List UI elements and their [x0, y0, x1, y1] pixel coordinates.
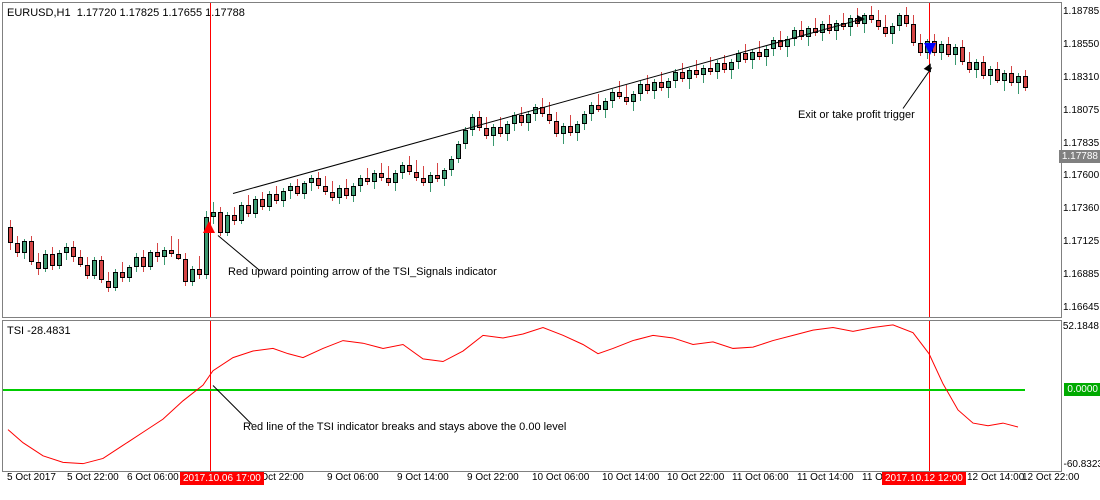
time-xlabel: 12 Oct 14:00 — [967, 472, 1024, 483]
time-xlabel: 11 Oct 06:00 — [732, 472, 789, 483]
tsi-zero-box: 0.0000 — [1064, 383, 1100, 396]
time-xlabel: 9 Oct 22:00 — [467, 472, 519, 483]
tsi-ylabel-bot: -60.8323 — [1064, 460, 1100, 470]
price-ylabel: 1.16645 — [1063, 303, 1097, 313]
symbol-label: EURUSD,H1 — [7, 7, 71, 19]
price-ylabel: 1.17360 — [1063, 204, 1097, 214]
time-xlabel: 11 Oct 14:00 — [797, 472, 854, 483]
price-ylabel: 1.17600 — [1063, 171, 1097, 181]
price-ylabel: 1.18785 — [1063, 7, 1097, 17]
time-xlabel: 6 Oct 06:00 — [127, 472, 179, 483]
tsi-ylabel-top: 52.1848 — [1063, 322, 1099, 332]
price-ylabel: 1.17835 — [1063, 139, 1097, 149]
tsi-signal-up-arrow — [203, 221, 215, 233]
time-xlabel: 10 Oct 06:00 — [532, 472, 589, 483]
time-xlabel: 10 Oct 22:00 — [667, 472, 724, 483]
time-xlabel: 9 Oct 06:00 — [327, 472, 379, 483]
exit-time-box: 2017.10.12 12:00 — [882, 472, 966, 485]
annotation-tsi-break: Red line of the TSI indicator breaks and… — [243, 421, 566, 433]
price-ylabel: 1.18550 — [1063, 40, 1097, 50]
exit-arrow-head — [924, 62, 935, 73]
current-price-box: 1.17788 — [1059, 150, 1100, 163]
trend-line — [233, 20, 858, 194]
annotation-signal: Red upward pointing arrow of the TSI_Sig… — [228, 266, 497, 278]
time-x-axis: 5 Oct 20175 Oct 22:006 Oct 06:006 Oct 22… — [2, 472, 1062, 496]
price-ylabel: 1.18310 — [1063, 73, 1097, 83]
time-xlabel: 12 Oct 22:00 — [1022, 472, 1079, 483]
time-xlabel: 10 Oct 14:00 — [602, 472, 659, 483]
tsi-indicator-chart: TSI -28.4831 Red line of the TSI indicat… — [2, 320, 1062, 472]
annotation-exit: Exit or take profit trigger — [798, 109, 915, 121]
time-xlabel: 9 Oct 14:00 — [397, 472, 449, 483]
price-chart: EURUSD,H1 1.17720 1.17825 1.17655 1.1778… — [2, 2, 1062, 318]
exit-annotation-line — [903, 67, 932, 109]
tsi-line-svg — [3, 321, 1027, 471]
tsi-signal-down-arrow — [924, 43, 936, 55]
time-xlabel: 5 Oct 22:00 — [67, 472, 119, 483]
entry-time-box: 2017.10.06 17:00 — [180, 472, 264, 485]
price-ylabel: 1.18075 — [1063, 106, 1097, 116]
entry-vertical-line — [210, 3, 211, 317]
trend-arrow-head — [857, 15, 865, 23]
ohlc-label: 1.17720 1.17825 1.17655 1.17788 — [77, 7, 245, 19]
price-ylabel: 1.17125 — [1063, 237, 1097, 247]
price-ylabel: 1.16885 — [1063, 270, 1097, 280]
time-xlabel: 5 Oct 2017 — [7, 472, 56, 483]
